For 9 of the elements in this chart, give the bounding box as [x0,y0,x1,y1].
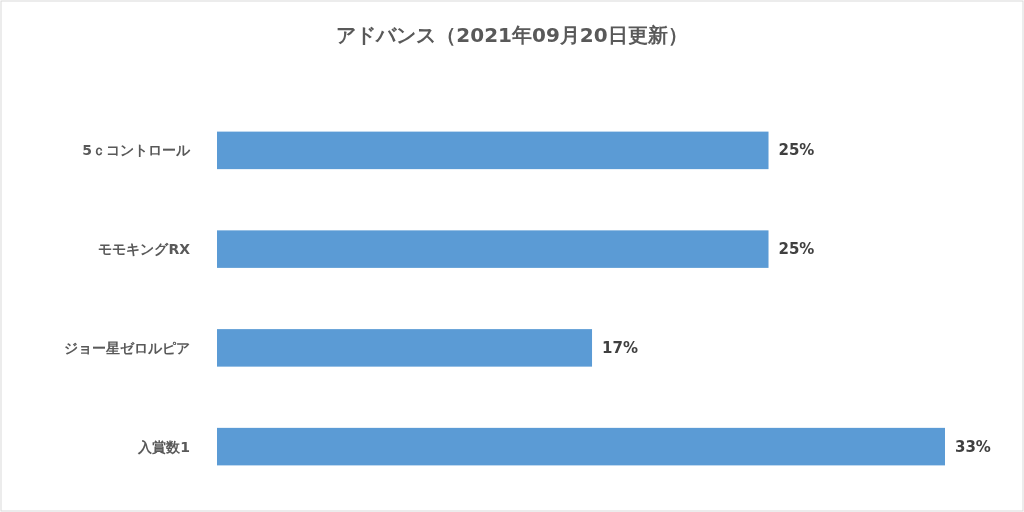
data-label: 33% [955,437,991,456]
y-tick-label: ジョー星ゼロルピア [64,339,190,356]
chart-title: アドバンス（2021年09月20日更新） [336,23,688,47]
y-tick-label: 入賞数1 [137,438,190,455]
data-label: 17% [602,338,638,357]
data-label: 25% [778,141,815,160]
y-tick-label: モモキングRX [98,241,191,258]
y-tick-label: 5ｃコントロール [82,142,191,159]
data-label: 25% [778,240,815,259]
